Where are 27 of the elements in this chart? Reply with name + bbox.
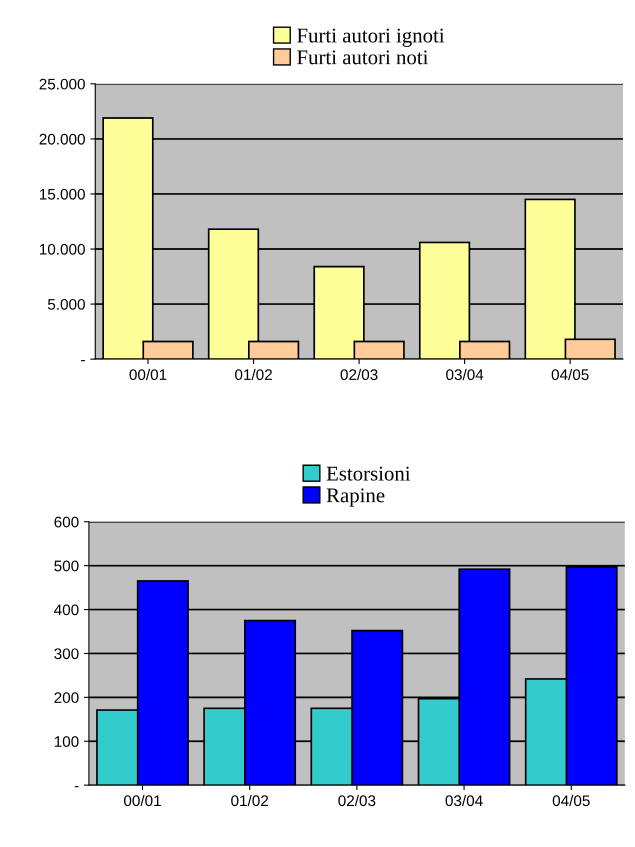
y-tick-label: 400 [54,604,79,616]
y-tick-label: 200 [54,692,79,704]
x-tick-label: 04/05 [552,368,589,380]
y-tick-label: - [74,786,78,788]
x-tick-label: 02/03 [338,794,376,806]
y-tick-label: 25.000 [40,78,85,90]
legend-label: Estorsioni [326,466,410,481]
y-tick-label: 20.000 [40,134,85,145]
y-tick-label: - [81,360,85,362]
x-tick-label: 01/02 [235,368,272,380]
x-tick-label: 03/04 [446,368,484,380]
y-tick-label: 100 [54,736,79,747]
x-tick-label: 04/05 [552,794,590,806]
y-tick-label: 15.000 [40,188,85,200]
x-tick-label: 00/01 [124,794,161,806]
y-tick-label: 300 [54,648,79,660]
x-tick-label: 00/01 [130,368,166,380]
legend-label: Furti autori noti [297,50,428,64]
legend-label: Furti autori ignoti [297,28,444,47]
y-tick-label: 500 [54,560,79,572]
y-tick-label: 600 [54,516,79,528]
x-tick-label: 03/04 [446,794,483,806]
legend-label: Rapine [326,488,384,507]
y-tick-label: 10.000 [40,244,85,255]
y-tick-label: 5.000 [48,298,85,310]
x-tick-label: 01/02 [231,794,268,806]
x-tick-label: 02/03 [340,368,378,380]
